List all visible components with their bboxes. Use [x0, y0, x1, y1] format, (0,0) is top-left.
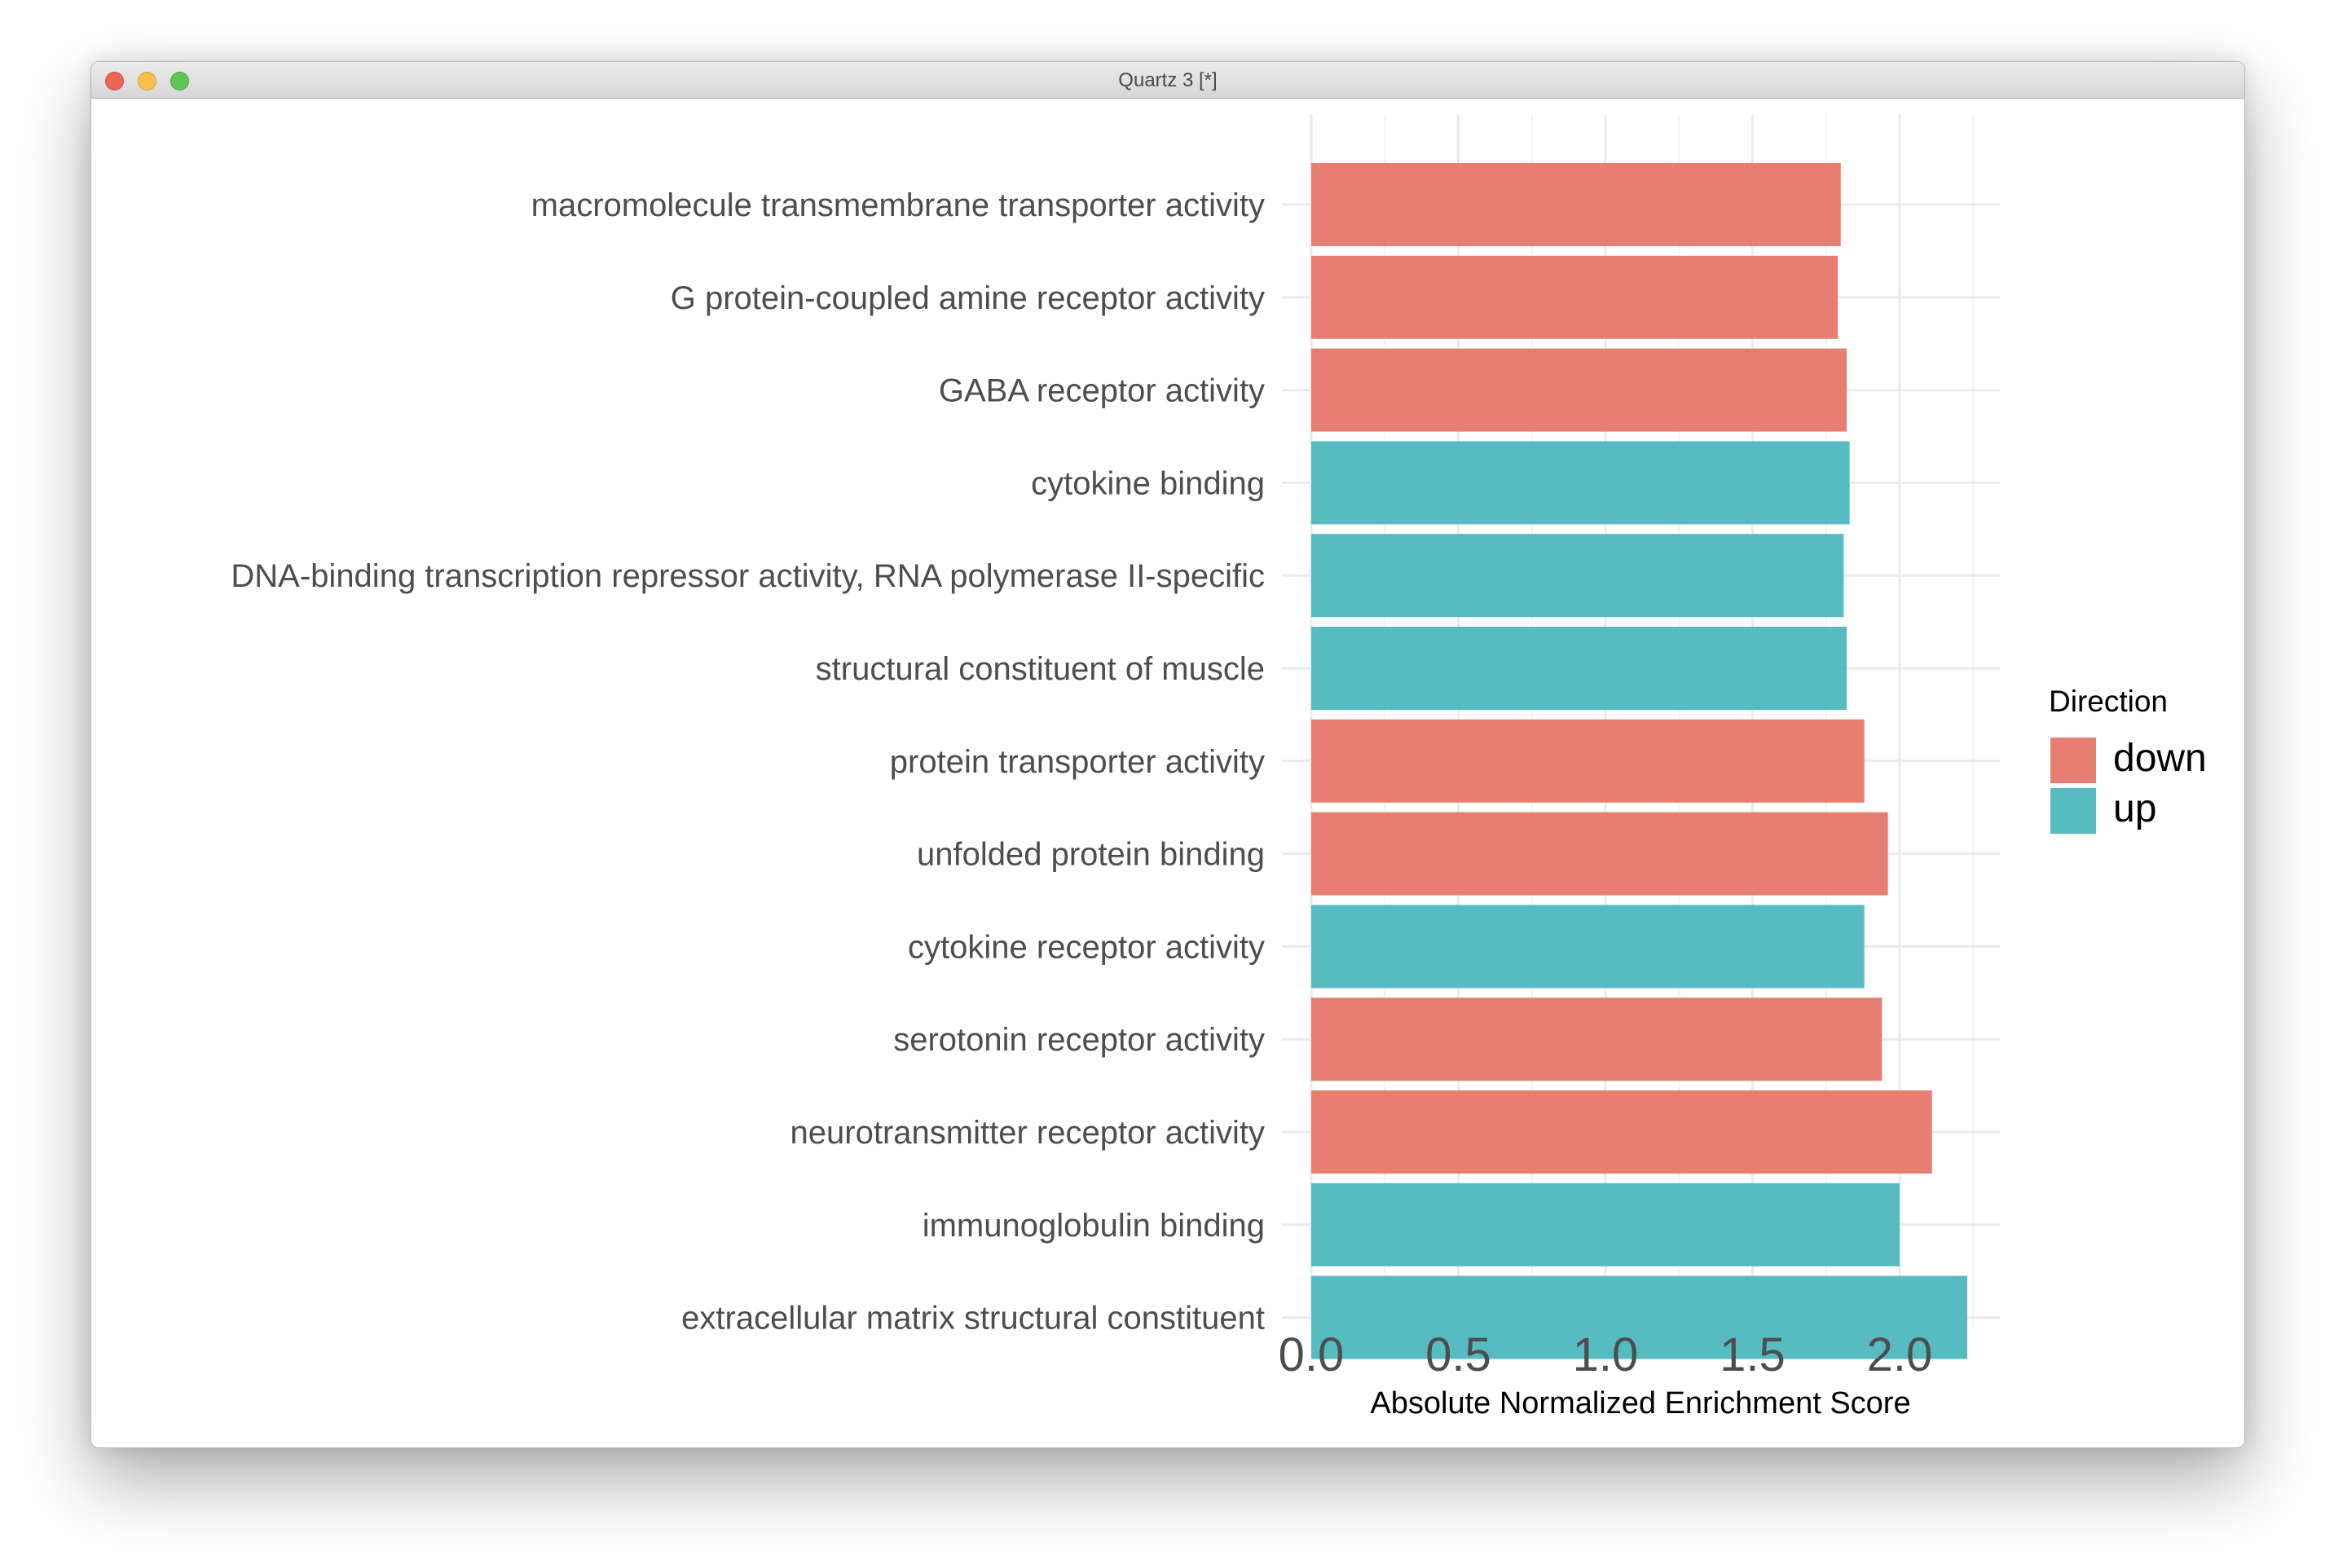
x-tick-label: 0.5: [1425, 1328, 1491, 1381]
x-tick-label: 1.0: [1573, 1328, 1639, 1381]
category-label: GABA receptor activity: [939, 373, 1265, 409]
window-title: Quartz 3 [*]: [1118, 69, 1218, 91]
bar: [1311, 534, 1844, 618]
category-label: G protein-coupled amine receptor activit…: [671, 280, 1265, 316]
bar: [1311, 348, 1847, 432]
category-label: extracellular matrix structural constitu…: [681, 1301, 1265, 1337]
legend-key: [2050, 738, 2096, 783]
minimize-button[interactable]: [138, 72, 156, 90]
category-label: immunoglobulin binding: [923, 1208, 1265, 1244]
x-axis-title: Absolute Normalized Enrichment Score: [1370, 1386, 1910, 1420]
legend-key: [2050, 788, 2096, 834]
bar-chart: macromolecule transmembrane transporter …: [231, 115, 2207, 1420]
category-label: serotonin receptor activity: [893, 1022, 1265, 1058]
category-label: cytokine binding: [1031, 465, 1265, 501]
legend-title: Direction: [2049, 685, 2168, 718]
bar: [1311, 1275, 1968, 1359]
bar: [1311, 163, 1841, 246]
bar: [1311, 627, 1847, 710]
legend-label: down: [2113, 737, 2207, 780]
bar: [1311, 1090, 1932, 1174]
bar: [1311, 1183, 1900, 1266]
bar: [1311, 441, 1850, 525]
x-tick-label: 0.0: [1279, 1328, 1345, 1381]
category-label: neurotransmitter receptor activity: [790, 1115, 1265, 1151]
category-label: cytokine receptor activity: [908, 929, 1265, 965]
zoom-button[interactable]: [170, 72, 189, 90]
legend-entries: down up: [2050, 737, 2207, 834]
bar: [1311, 905, 1865, 989]
x-tick-label: 1.5: [1720, 1328, 1786, 1381]
quartz-window: Quartz 3 [*] macromolecule transmembrane…: [90, 61, 2245, 1448]
category-label: macromolecule transmembrane transporter …: [531, 187, 1265, 223]
legend: Direction down up: [2049, 685, 2207, 834]
bar: [1311, 719, 1865, 803]
bar: [1311, 255, 1839, 339]
plot-area: macromolecule transmembrane transporter …: [91, 99, 2244, 1447]
close-button[interactable]: [105, 72, 124, 90]
category-label: unfolded protein binding: [917, 837, 1265, 873]
x-tick-label: 2.0: [1867, 1328, 1933, 1381]
bars: [1311, 163, 1968, 1359]
bar: [1311, 812, 1888, 896]
bar: [1311, 998, 1883, 1081]
category-labels: macromolecule transmembrane transporter …: [231, 187, 1265, 1337]
x-tick-labels: 0.0 0.5 1.0 1.5 2.0: [1279, 1328, 1933, 1381]
legend-label: up: [2113, 787, 2156, 830]
category-label: structural constituent of muscle: [816, 651, 1265, 687]
category-label: DNA-binding transcription repressor acti…: [231, 558, 1265, 594]
title-bar[interactable]: Quartz 3 [*]: [91, 62, 2244, 99]
category-label: protein transporter activity: [890, 744, 1265, 780]
